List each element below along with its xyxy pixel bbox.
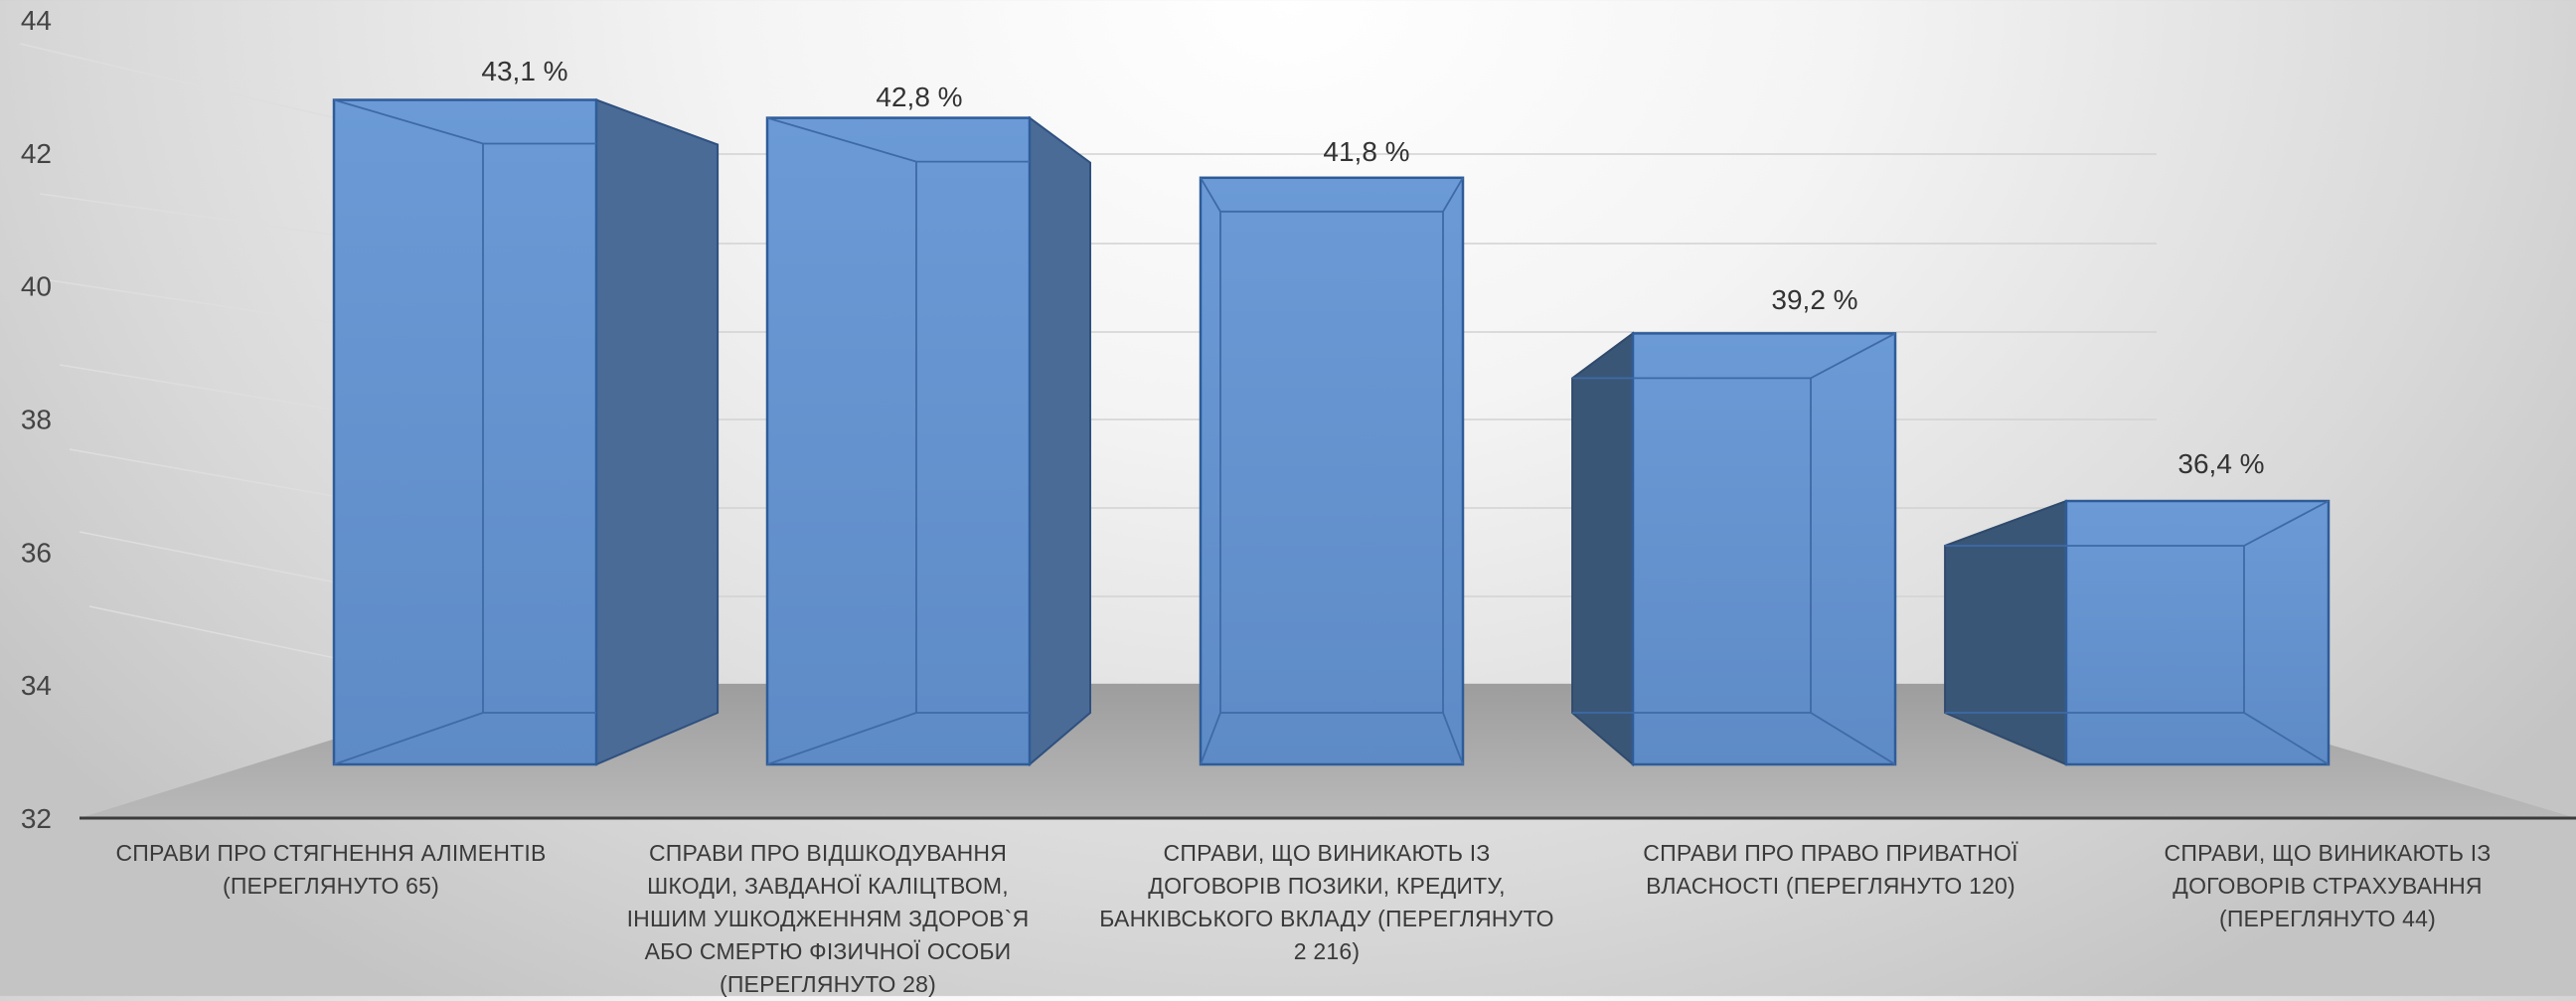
x-tick-label: СПРАВИ ПРО ПРАВО ПРИВАТНОЇ ВЛАСНОСТІ (ПЕ…: [1643, 840, 2018, 899]
data-label: 39,2 %: [1771, 284, 1857, 315]
y-tick-label: 44: [21, 5, 52, 36]
y-tick-label: 36: [21, 537, 52, 568]
bar-front-face: [1631, 332, 1897, 766]
data-label: 41,8 %: [1323, 136, 1409, 167]
x-tick-label: СПРАВИ, ЩО ВИНИКАЮТЬ ІЗ ДОГОВОРІВ СТРАХУ…: [2164, 840, 2492, 931]
bar-front-face: [765, 116, 1032, 766]
bar-edge: [766, 712, 1030, 765]
y-tick: 36: [21, 537, 52, 568]
bar: [765, 115, 1091, 767]
bar-edge: [1945, 712, 2330, 765]
y-tick: 44: [21, 5, 52, 36]
bar: [1944, 499, 2331, 766]
y-tick-label: 40: [21, 271, 52, 302]
bar-front-face: [1199, 176, 1465, 766]
x-tick-label: СПРАВИ ПРО СТЯГНЕННЯ АЛІМЕНТІВ (ПЕРЕГЛЯН…: [115, 840, 547, 899]
bar-edge: [1572, 712, 1896, 765]
bar-edge: [1200, 712, 1464, 765]
bar-side-face: [1029, 115, 1091, 767]
bar: [1571, 331, 1897, 767]
y-tick: 40: [21, 271, 52, 302]
bar-side-face: [1571, 331, 1634, 767]
bar-edge: [333, 98, 596, 145]
y-tick: 32: [21, 803, 52, 834]
bar-edge: [333, 712, 596, 765]
bars: [332, 98, 2331, 767]
data-label: 36,4 %: [2177, 448, 2264, 479]
y-tick: 38: [21, 405, 52, 435]
data-labels: 43,1 % 42,8 % 41,8 % 39,2 % 36,4 %: [481, 56, 2264, 479]
y-tick-label: 38: [21, 405, 52, 435]
bar: [332, 98, 720, 766]
x-tick-label: СПРАВИ ПРО ВІДШКОДУВАННЯ ШКОДИ, ЗАВДАНОЇ…: [626, 840, 1030, 997]
bar-side-face: [595, 98, 720, 766]
bar-edge: [1945, 500, 2330, 547]
data-label: 43,1 %: [481, 56, 567, 86]
y-tick-label: 34: [21, 670, 52, 701]
bar-front-face: [332, 98, 598, 766]
y-tick-label: 32: [21, 803, 52, 834]
bar-front-face: [2064, 499, 2331, 766]
x-tick-label: СПРАВИ, ЩО ВИНИКАЮТЬ ІЗ ДОГОВОРІВ ПОЗИКИ…: [1099, 840, 1554, 964]
data-label: 42,8 %: [876, 82, 962, 112]
y-axis: 32 34 36 38 40 42 44: [21, 5, 52, 834]
y-tick: 34: [21, 670, 52, 701]
y-tick: 42: [21, 138, 52, 169]
bar-edge: [1200, 177, 1464, 213]
bar: [1199, 176, 1465, 766]
y-tick-label: 42: [21, 138, 52, 169]
